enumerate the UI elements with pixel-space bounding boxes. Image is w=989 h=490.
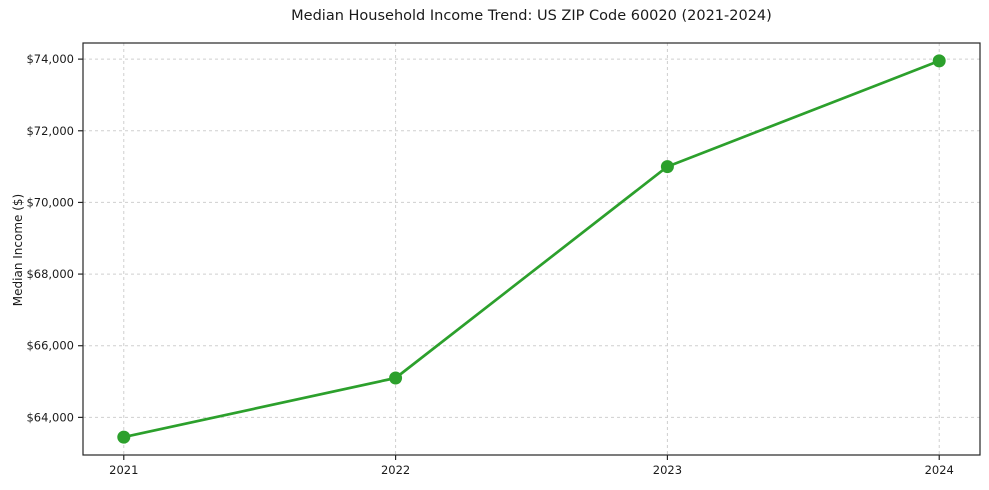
y-tick-label: $66,000 [26, 339, 74, 353]
data-point-marker [660, 160, 674, 174]
y-tick-label: $70,000 [26, 195, 74, 209]
y-tick-label: $74,000 [26, 52, 74, 66]
x-tick-label: 2022 [381, 463, 410, 477]
y-tick-label: $64,000 [26, 410, 74, 424]
data-point-marker [932, 54, 946, 68]
y-tick-label: $68,000 [26, 267, 74, 281]
plot-area-border [82, 42, 981, 456]
data-point-marker [389, 371, 403, 385]
x-tick-label: 2024 [925, 463, 954, 477]
chart-title: Median Household Income Trend: US ZIP Co… [291, 8, 772, 24]
y-tick-label: $72,000 [26, 124, 74, 138]
x-tick-label: 2023 [653, 463, 682, 477]
x-tick-label: 2021 [109, 463, 138, 477]
data-line [122, 59, 941, 439]
data-point-marker [117, 430, 131, 444]
